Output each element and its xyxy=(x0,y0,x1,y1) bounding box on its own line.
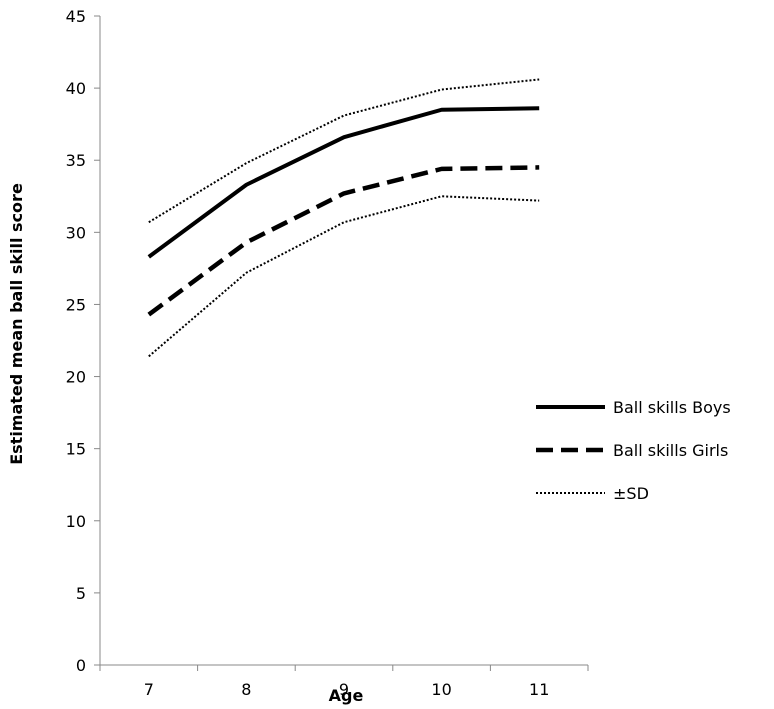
legend-label: Ball skills Boys xyxy=(613,398,731,417)
legend: Ball skills Boys Ball skills Girls ±SD xyxy=(536,398,731,503)
y-tick-label: 30 xyxy=(66,223,86,242)
y-axis-ticks: 0 5 10 15 20 25 30 35 40 45 xyxy=(66,7,100,675)
x-tick-label: 10 xyxy=(431,680,451,699)
x-tick-label: 8 xyxy=(241,680,251,699)
y-tick-label: 40 xyxy=(66,79,86,98)
x-axis-ticks: 7 8 9 10 11 xyxy=(99,665,589,699)
y-tick-label: 5 xyxy=(76,584,86,603)
plot-area xyxy=(99,16,588,666)
legend-label: ±SD xyxy=(613,484,649,503)
x-axis-title: Age xyxy=(329,686,364,705)
y-tick-label: 45 xyxy=(66,7,86,26)
legend-label: Ball skills Girls xyxy=(613,441,728,460)
y-tick-label: 35 xyxy=(66,151,86,170)
y-tick-label: 10 xyxy=(66,512,86,531)
series-line-solid xyxy=(147,106,540,259)
x-tick-label: 11 xyxy=(529,680,549,699)
series-layer xyxy=(147,78,540,358)
y-tick-label: 20 xyxy=(66,368,86,387)
y-tick-label: 15 xyxy=(66,440,86,459)
y-tick-label: 0 xyxy=(76,656,86,675)
series-line-dotted xyxy=(148,78,540,224)
y-tick-label: 25 xyxy=(66,295,86,314)
x-tick-label: 9 xyxy=(339,680,349,699)
x-tick-label: 7 xyxy=(144,680,154,699)
series-line-dotted xyxy=(148,195,540,358)
y-axis-title: Estimated mean ball skill score xyxy=(7,183,26,465)
series-line-dashed xyxy=(147,165,540,317)
